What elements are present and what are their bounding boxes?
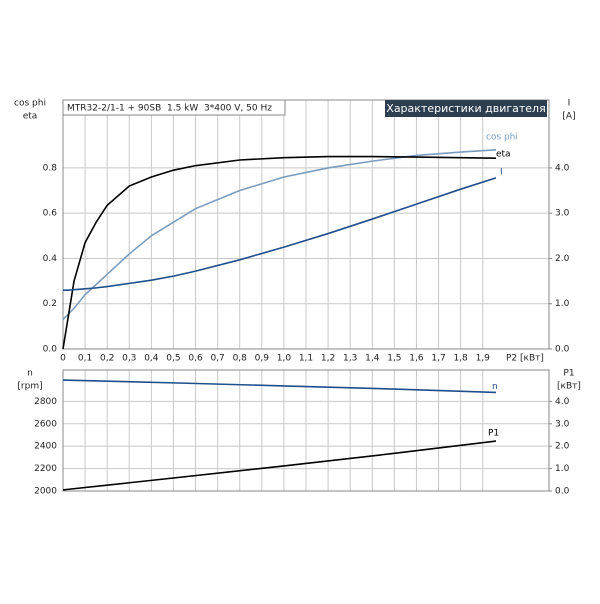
y2-tick-label: 1.0 bbox=[555, 464, 570, 474]
y2-tick-label: 3.0 bbox=[555, 419, 570, 429]
x-tick-label: 1,5 bbox=[387, 354, 401, 364]
x-axis-label: P2 [кВт] bbox=[506, 354, 544, 364]
x-tick-label: 0 bbox=[60, 354, 66, 364]
y-tick-label: 2000 bbox=[34, 487, 57, 497]
y2-tick-label: 4.0 bbox=[555, 397, 570, 407]
x-tick-label: 1,7 bbox=[431, 354, 445, 364]
line-series bbox=[62, 440, 497, 491]
x-tick-label: 1,6 bbox=[409, 354, 424, 364]
series-label: cos phi bbox=[486, 132, 518, 142]
x-tick-label: 1,2 bbox=[321, 354, 335, 364]
x-tick-label: 0,2 bbox=[100, 354, 114, 364]
line-series bbox=[62, 155, 496, 350]
y2-tick-label: 0.0 bbox=[555, 345, 570, 355]
x-tick-label: 1,0 bbox=[277, 354, 292, 364]
series-label: P1 bbox=[488, 429, 499, 439]
y2-tick-label: 0.0 bbox=[555, 487, 570, 497]
subtitle-box bbox=[62, 99, 286, 116]
x-tick-label: 0,1 bbox=[78, 354, 92, 364]
y2-tick-label: 2.0 bbox=[555, 254, 570, 264]
y-tick-label: 2400 bbox=[34, 442, 57, 452]
y-axis-label: [rpm] bbox=[17, 382, 42, 392]
x-tick-label: 0,8 bbox=[233, 354, 248, 364]
x-tick-label: 0,9 bbox=[255, 354, 270, 364]
y-axis-label: n bbox=[27, 369, 33, 379]
y2-axis-label: [кВт] bbox=[557, 382, 581, 392]
x-tick-label: 1,1 bbox=[299, 354, 313, 364]
subtitle: MTR32-2/1-1 + 90SB 1.5 kW 3*400 V, 50 Hz bbox=[67, 104, 272, 114]
y2-tick-label: 1.0 bbox=[555, 299, 570, 309]
y2-axis-label: [A] bbox=[562, 112, 575, 122]
plot-frame bbox=[62, 369, 550, 492]
x-tick-label: 1,9 bbox=[476, 354, 491, 364]
x-tick-label: 0,7 bbox=[210, 354, 224, 364]
y2-tick-label: 3.0 bbox=[555, 209, 570, 219]
x-tick-label: 1,8 bbox=[453, 354, 468, 364]
y-tick-label: 0.8 bbox=[43, 163, 58, 173]
x-tick-label: 0,3 bbox=[122, 354, 136, 364]
x-tick-label: 0,4 bbox=[144, 354, 159, 364]
y-axis-label: cos phi bbox=[14, 99, 46, 109]
x-tick-label: 1,3 bbox=[343, 354, 357, 364]
series-label: n bbox=[492, 382, 498, 392]
series-label: I bbox=[500, 167, 503, 177]
x-tick-label: 1,4 bbox=[365, 354, 380, 364]
x-tick-label: 0,6 bbox=[188, 354, 203, 364]
y2-tick-label: 4.0 bbox=[555, 163, 570, 173]
title-box bbox=[385, 100, 547, 117]
y-tick-label: 0.0 bbox=[43, 345, 58, 355]
y-tick-label: 2200 bbox=[34, 464, 57, 474]
line-series bbox=[62, 379, 497, 394]
y-tick-label: 0.2 bbox=[43, 299, 57, 309]
chart-title: Характеристики двигателя bbox=[386, 102, 545, 115]
y-tick-label: 0.6 bbox=[43, 209, 58, 219]
y2-tick-label: 2.0 bbox=[555, 442, 570, 452]
y-axis-label: eta bbox=[23, 112, 38, 122]
y2-axis-label: P1 bbox=[563, 369, 574, 379]
plot-frame bbox=[62, 99, 550, 350]
y-tick-label: 2800 bbox=[34, 397, 57, 407]
y2-axis-label: I bbox=[568, 99, 571, 109]
y-tick-label: 0.4 bbox=[43, 254, 58, 264]
line-series bbox=[62, 149, 497, 321]
y-tick-label: 2600 bbox=[34, 419, 57, 429]
x-tick-label: 0,5 bbox=[166, 354, 180, 364]
series-label: eta bbox=[496, 150, 511, 160]
line-series bbox=[63, 177, 497, 291]
